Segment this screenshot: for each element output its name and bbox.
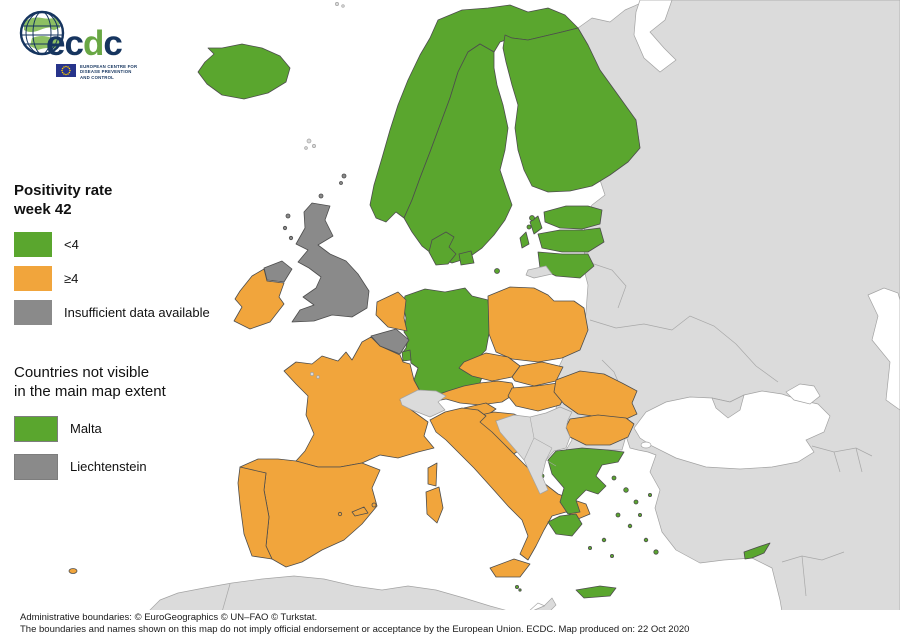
- jan-mayen-island: [335, 2, 339, 6]
- country-luxembourg: [401, 349, 412, 362]
- spain-ibiza: [337, 511, 343, 517]
- country-germany: [402, 287, 491, 397]
- country-malta: [515, 585, 520, 590]
- country-hungary: [507, 382, 569, 412]
- country-slovakia: [511, 361, 564, 387]
- country-malta: [518, 588, 522, 592]
- country-estonia: [543, 205, 603, 230]
- italy-sicily: [489, 558, 531, 578]
- italy-sardinia: [425, 486, 444, 524]
- kaliningrad-exclave: [525, 265, 553, 279]
- greece-peloponnese: [547, 513, 583, 537]
- eu-flag-icon: [56, 64, 76, 77]
- channel-islands: [316, 375, 320, 379]
- sweden-oland: [519, 231, 530, 249]
- shetland-island: [341, 173, 347, 179]
- legend-swatch-gte4: [14, 265, 52, 291]
- legend-swatch-insufficient: [14, 299, 52, 325]
- crimea-peninsula: [711, 394, 745, 419]
- footer-line-1: Administrative boundaries: © EuroGeograp…: [20, 612, 318, 623]
- legend-item-gte4: ≥4: [14, 265, 254, 291]
- caspian-sea: [867, 287, 900, 411]
- channel-islands: [310, 372, 314, 376]
- jan-mayen-island: [341, 4, 345, 8]
- country-united-kingdom: [291, 202, 370, 323]
- country-netherlands: [375, 291, 408, 332]
- country-belgium: [370, 328, 410, 355]
- legend-title: Positivity rate week 42: [14, 182, 113, 218]
- inset-swatch-malta: [14, 415, 58, 442]
- hebrides-island: [285, 213, 291, 219]
- hebrides-island: [282, 225, 288, 231]
- ecdc-logo: ecdc EUROPEAN CENTRE FOR DISEASE PREVENT…: [16, 2, 166, 88]
- denmark-bornholm: [494, 268, 500, 274]
- black-sea: [633, 390, 831, 470]
- country-cyprus: [743, 542, 771, 560]
- faroe-islands: [304, 146, 308, 150]
- inset-swatch-liechtenstein: [14, 453, 58, 480]
- faroe-islands: [312, 144, 316, 148]
- sea-shapes: [633, 0, 900, 470]
- map-legend: Positivity rate week 42 <4 ≥4 Insufficie…: [14, 182, 254, 492]
- map-footer: Administrative boundaries: © EuroGeograp…: [0, 610, 900, 635]
- denmark-zealand: [458, 250, 475, 266]
- white-sea: [633, 0, 677, 73]
- inset-item-liechtenstein: Liechtenstein: [14, 453, 254, 480]
- greece-aegean-islands: [539, 473, 659, 559]
- legend-swatch-lt4: [14, 231, 52, 257]
- spain-menorca: [371, 502, 377, 508]
- hebrides-island: [288, 235, 294, 241]
- legend-item-insufficient: Insufficient data available: [14, 299, 254, 325]
- balkans-internal-borders: [523, 416, 557, 467]
- sea-of-marmara: [640, 441, 652, 449]
- country-poland: [487, 286, 589, 363]
- western-balkans: [495, 406, 573, 495]
- footer-line-2: The boundaries and names shown on this m…: [20, 623, 690, 635]
- other-non-eu-group: [304, 2, 573, 495]
- globe-icon: [19, 10, 65, 56]
- estonia-island: [526, 224, 532, 230]
- reporting-countries-group: [68, 4, 771, 599]
- orkney-island: [318, 193, 324, 199]
- country-portugal: [237, 466, 273, 560]
- country-greece: [547, 447, 625, 515]
- ecdc-org-name: EUROPEAN CENTRE FOR DISEASE PREVENTION A…: [80, 64, 138, 80]
- greece-crete: [575, 585, 617, 599]
- country-iceland: [197, 43, 291, 100]
- shetland-island: [339, 181, 343, 185]
- inset-item-malta: Malta: [14, 415, 254, 442]
- estonia-island: [529, 215, 535, 221]
- legend-item-lt4: <4: [14, 231, 254, 257]
- non-eu-internal-borders: [221, 261, 873, 613]
- inset-legend-title: Countries not visible in the main map ex…: [14, 363, 166, 401]
- country-finland: [502, 27, 641, 193]
- ecdc-wordmark: ecdc: [46, 24, 123, 63]
- country-sweden: [403, 43, 513, 264]
- portugal-madeira: [68, 568, 78, 574]
- country-denmark: [428, 231, 457, 266]
- country-latvia: [537, 227, 605, 253]
- country-norway: [369, 4, 579, 223]
- country-romania: [553, 370, 638, 421]
- country-ireland: [233, 268, 285, 330]
- sea-of-azov: [785, 383, 821, 405]
- spain-mallorca: [351, 506, 369, 517]
- country-france: [283, 336, 435, 468]
- france-corsica: [427, 462, 438, 487]
- country-switzerland: [399, 389, 447, 418]
- faroe-islands: [306, 138, 312, 144]
